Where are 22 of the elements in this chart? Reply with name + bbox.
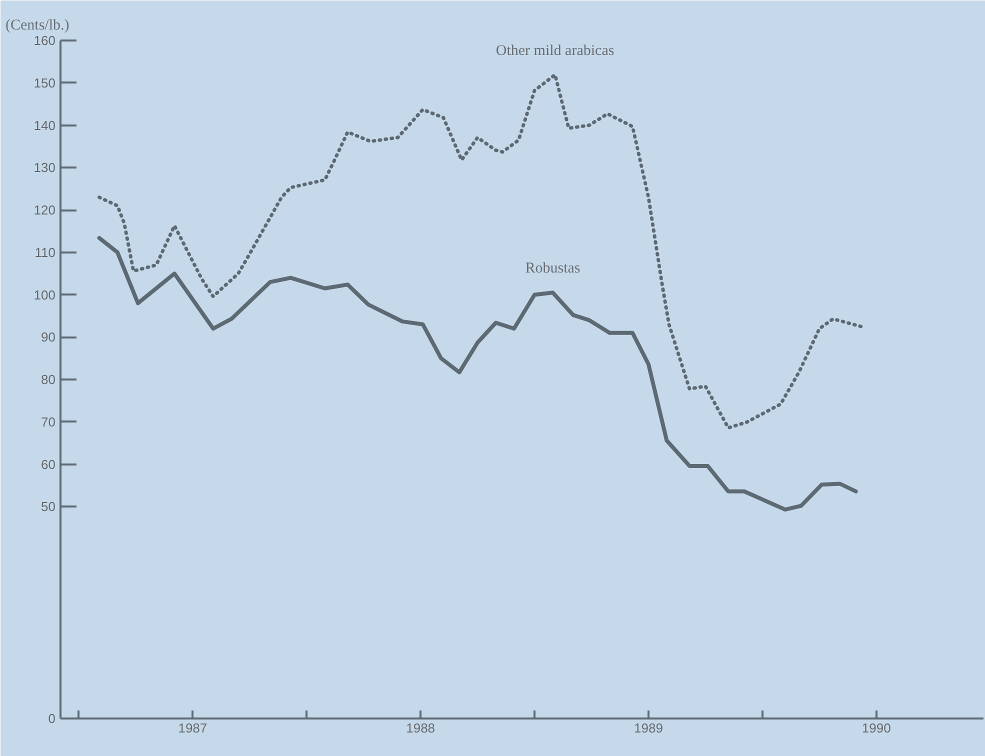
y-tick-label: 100 xyxy=(34,287,56,302)
y-tick-label: 60 xyxy=(41,456,56,472)
line-series xyxy=(97,236,858,512)
series-label: Robustas xyxy=(525,260,580,277)
y-axis-title: (Cents/lb.) xyxy=(6,18,70,34)
y-tick-label: 140 xyxy=(34,118,56,133)
y-tick-label: 110 xyxy=(34,244,56,260)
y-tick-label: 0 xyxy=(48,711,56,726)
series-label: Other mild arabicas xyxy=(496,42,614,59)
y-tick-label: 70 xyxy=(41,414,56,430)
x-tick-label: 1989 xyxy=(634,720,663,736)
y-tick-label: 90 xyxy=(41,330,56,345)
line-series xyxy=(97,73,864,430)
y-tick-label: 120 xyxy=(34,202,56,218)
y-tick-label: 50 xyxy=(41,499,56,514)
x-tick-label: 1988 xyxy=(406,720,436,736)
y-tick-label: 150 xyxy=(34,75,56,90)
y-tick-label: 80 xyxy=(41,372,56,387)
x-tick-label: 1990 xyxy=(862,720,891,736)
x-tick-label: 1987 xyxy=(178,720,208,736)
y-tick-label: 160 xyxy=(34,33,56,48)
y-tick-label: 130 xyxy=(34,160,56,176)
